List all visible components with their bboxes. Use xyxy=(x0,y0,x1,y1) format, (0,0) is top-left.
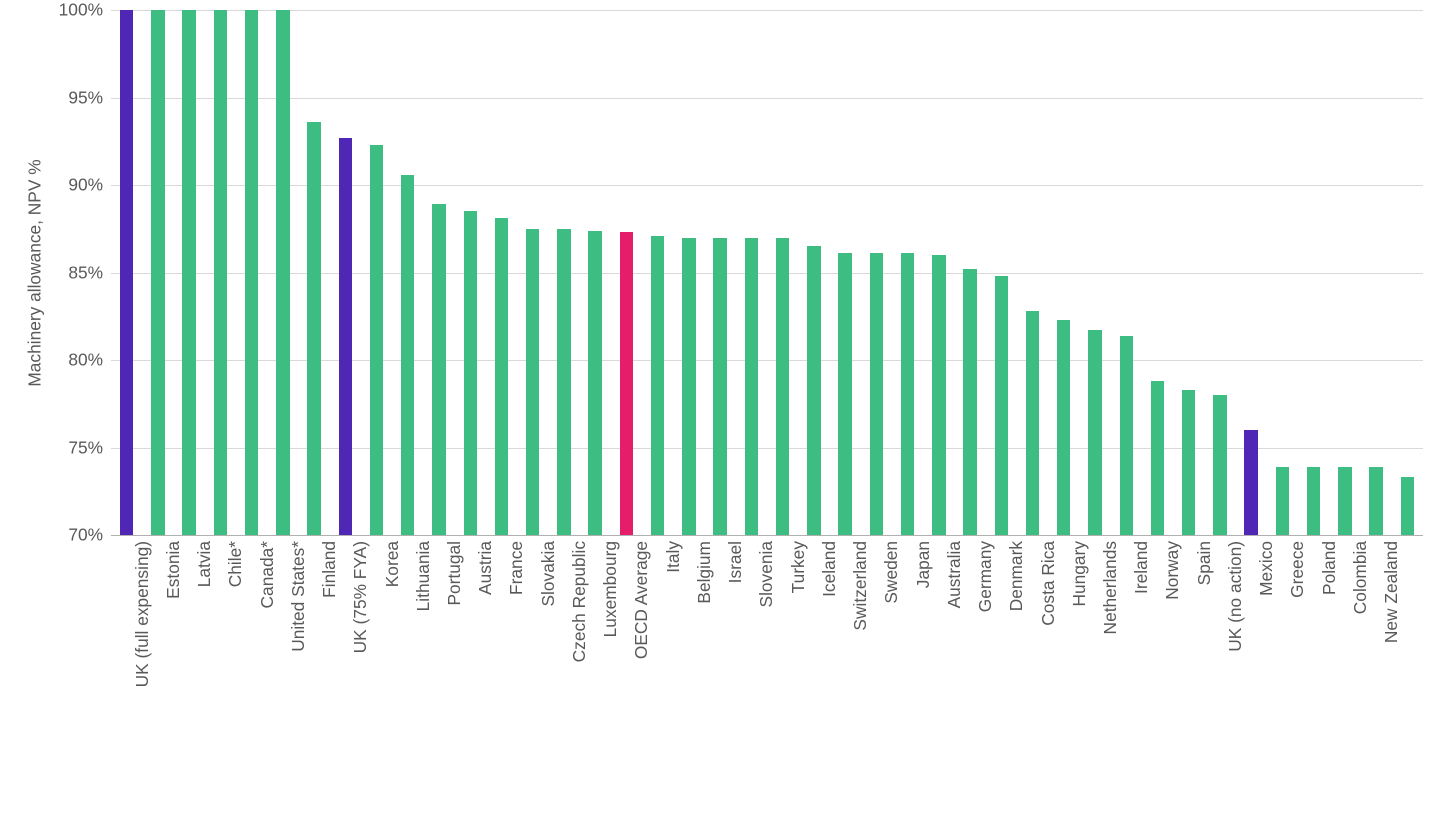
x-tick-label: Sweden xyxy=(881,541,902,604)
gridline xyxy=(111,10,1423,11)
bar xyxy=(807,246,820,535)
x-tick-label: Canada* xyxy=(257,541,278,608)
x-tick-label: France xyxy=(506,541,527,595)
bar xyxy=(307,122,320,535)
bar xyxy=(713,238,726,536)
x-tick-label: Korea xyxy=(382,541,403,587)
bar xyxy=(557,229,570,535)
x-tick-label: United States* xyxy=(288,541,309,652)
bar xyxy=(588,231,601,536)
x-tick-label: Japan xyxy=(913,541,934,588)
bar xyxy=(1401,477,1414,535)
x-tick-label: Israel xyxy=(725,541,746,583)
x-tick-label: Mexico xyxy=(1256,541,1277,596)
x-tick-label: Slovenia xyxy=(756,541,777,607)
bar xyxy=(1307,467,1320,535)
y-tick-label: 80% xyxy=(68,350,111,371)
bar xyxy=(776,238,789,536)
bar xyxy=(120,10,133,535)
bar xyxy=(1338,467,1351,535)
x-tick-label: New Zealand xyxy=(1381,541,1402,643)
bar xyxy=(526,229,539,535)
bar xyxy=(339,138,352,535)
x-tick-label: Iceland xyxy=(819,541,840,597)
x-tick-label: Greece xyxy=(1287,541,1308,598)
gridline xyxy=(111,535,1423,536)
bar xyxy=(1026,311,1039,535)
bar xyxy=(963,269,976,535)
x-tick-label: Spain xyxy=(1194,541,1215,585)
bar xyxy=(620,232,633,535)
x-tick-label: Costa Rica xyxy=(1038,541,1059,626)
bar xyxy=(495,218,508,535)
bar xyxy=(276,10,289,535)
x-tick-label: Denmark xyxy=(1006,541,1027,611)
gridline xyxy=(111,98,1423,99)
x-tick-label: Hungary xyxy=(1069,541,1090,607)
x-tick-label: Portugal xyxy=(444,541,465,606)
x-tick-label: Slovakia xyxy=(538,541,559,607)
x-tick-label: Lithuania xyxy=(413,541,434,611)
x-tick-label: Netherlands xyxy=(1100,541,1121,634)
y-tick-label: 95% xyxy=(68,87,111,108)
bar xyxy=(1213,395,1226,535)
y-tick-label: 90% xyxy=(68,175,111,196)
bar xyxy=(745,238,758,536)
bar xyxy=(1057,320,1070,535)
x-tick-label: UK (full expensing) xyxy=(132,541,153,687)
bar xyxy=(401,175,414,536)
x-tick-label: Chile* xyxy=(225,541,246,587)
bar xyxy=(651,236,664,535)
bar xyxy=(214,10,227,535)
x-tick-label: Austria xyxy=(475,541,496,595)
x-tick-label: UK (no action) xyxy=(1225,541,1246,652)
bar xyxy=(1276,467,1289,535)
bar xyxy=(682,238,695,536)
x-tick-label: Italy xyxy=(663,541,684,573)
x-tick-label: Luxembourg xyxy=(600,541,621,637)
y-tick-label: 70% xyxy=(68,525,111,546)
bar xyxy=(245,10,258,535)
y-tick-label: 75% xyxy=(68,437,111,458)
bar xyxy=(901,253,914,535)
x-tick-label: Colombia xyxy=(1350,541,1371,614)
plot-area: 70%75%80%85%90%95%100%UK (full expensing… xyxy=(111,10,1423,535)
bar xyxy=(1151,381,1164,535)
bar xyxy=(838,253,851,535)
bar xyxy=(1244,430,1257,535)
x-tick-label: Turkey xyxy=(788,541,809,593)
y-tick-label: 100% xyxy=(59,0,111,21)
x-tick-label: UK (75% FYA) xyxy=(350,541,371,653)
y-axis-title: Machinery allowance, NPV % xyxy=(25,159,46,386)
x-tick-label: Finland xyxy=(319,541,340,598)
chart-container: 70% 75% 80% 85% 90% 95% 100% UK (full expensing… xyxy=(0,0,1434,821)
bar xyxy=(1120,336,1133,536)
x-tick-label: Norway xyxy=(1162,541,1183,600)
x-tick-label: Estonia xyxy=(163,541,184,599)
bar xyxy=(1182,390,1195,535)
bar xyxy=(432,204,445,535)
bar xyxy=(870,253,883,535)
x-tick-label: Switzerland xyxy=(850,541,871,631)
x-tick-label: Ireland xyxy=(1131,541,1152,594)
x-tick-label: Germany xyxy=(975,541,996,612)
x-tick-label: Belgium xyxy=(694,541,715,604)
bar xyxy=(464,211,477,535)
x-tick-label: Czech Republic xyxy=(569,541,590,662)
y-tick-label: 85% xyxy=(68,262,111,283)
x-tick-label: OECD Average xyxy=(631,541,652,659)
bar xyxy=(151,10,164,535)
x-tick-label: Australia xyxy=(944,541,965,608)
x-tick-label: Latvia xyxy=(194,541,215,587)
bar xyxy=(1088,330,1101,535)
bar xyxy=(370,145,383,535)
bar xyxy=(182,10,195,535)
bar xyxy=(1369,467,1382,535)
bar xyxy=(995,276,1008,535)
x-tick-label: Poland xyxy=(1319,541,1340,595)
bar xyxy=(932,255,945,535)
